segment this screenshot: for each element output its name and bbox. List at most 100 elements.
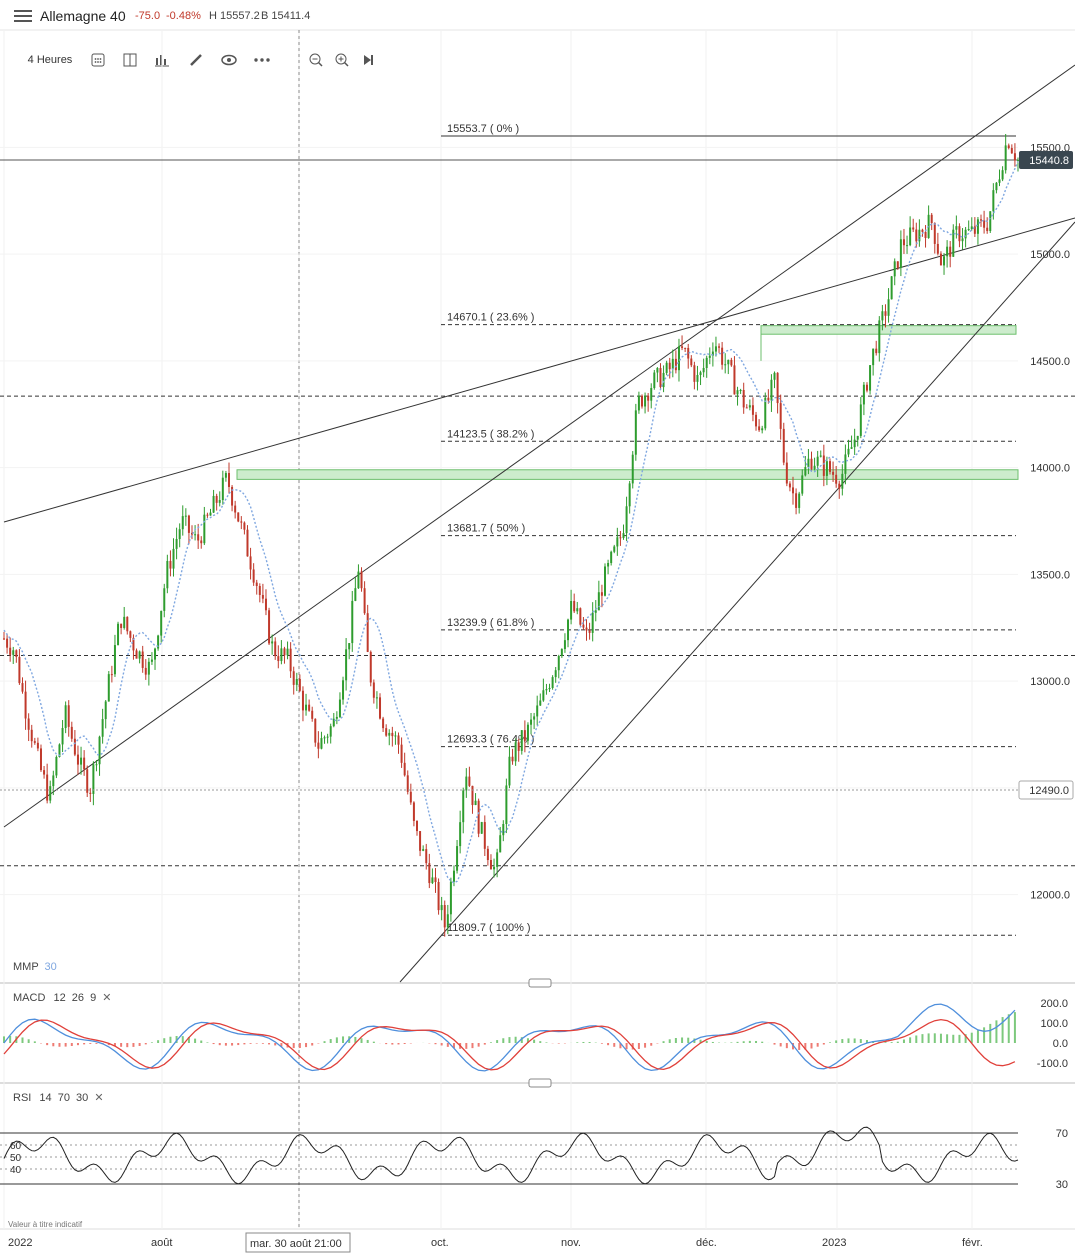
candle[interactable]	[773, 371, 776, 389]
candle[interactable]	[998, 169, 1001, 187]
zoom-out-icon[interactable]	[305, 46, 327, 74]
candle[interactable]	[890, 275, 893, 300]
candle[interactable]	[456, 839, 459, 874]
candle[interactable]	[231, 485, 234, 512]
candle[interactable]	[363, 581, 366, 615]
candle[interactable]	[147, 657, 150, 686]
candle[interactable]	[107, 671, 110, 702]
candle[interactable]	[49, 780, 52, 804]
candle[interactable]	[656, 367, 659, 383]
candle[interactable]	[807, 448, 810, 475]
candle[interactable]	[258, 583, 261, 603]
candle[interactable]	[83, 750, 86, 776]
candle[interactable]	[668, 357, 671, 379]
candle[interactable]	[123, 606, 126, 630]
candle[interactable]	[958, 223, 961, 248]
candle[interactable]	[813, 457, 816, 471]
trend-line[interactable]	[3, 64, 1075, 828]
candle[interactable]	[542, 678, 545, 702]
candle[interactable]	[449, 877, 452, 922]
candle[interactable]	[372, 679, 375, 704]
candle[interactable]	[980, 214, 983, 227]
candle[interactable]	[557, 654, 560, 679]
candle[interactable]	[865, 382, 868, 393]
candle[interactable]	[764, 392, 767, 431]
candle[interactable]	[650, 383, 653, 409]
candle[interactable]	[36, 737, 39, 752]
candle[interactable]	[779, 394, 782, 440]
candle[interactable]	[474, 793, 477, 806]
candle[interactable]	[684, 347, 687, 352]
candle[interactable]	[875, 340, 878, 356]
candle[interactable]	[120, 623, 123, 635]
candle[interactable]	[899, 230, 902, 277]
candle[interactable]	[113, 634, 116, 677]
scroll-to-end-icon[interactable]	[357, 46, 379, 74]
candle[interactable]	[576, 601, 579, 615]
candle[interactable]	[277, 645, 280, 669]
candle[interactable]	[995, 182, 998, 194]
visibility-eye-icon[interactable]	[218, 46, 240, 74]
candle[interactable]	[489, 854, 492, 870]
candle[interactable]	[61, 720, 64, 753]
candle[interactable]	[884, 304, 887, 328]
candle[interactable]	[502, 820, 505, 842]
candle[interactable]	[354, 577, 357, 602]
candle[interactable]	[493, 858, 496, 878]
candle[interactable]	[862, 382, 865, 416]
candle[interactable]	[335, 711, 338, 725]
candle[interactable]	[573, 593, 576, 614]
candle[interactable]	[665, 360, 668, 376]
candle[interactable]	[209, 508, 212, 516]
candle[interactable]	[391, 726, 394, 747]
candle[interactable]	[465, 768, 468, 798]
candle[interactable]	[425, 843, 428, 870]
candle[interactable]	[570, 589, 573, 625]
candle[interactable]	[955, 215, 958, 239]
candle[interactable]	[388, 729, 391, 746]
candle[interactable]	[517, 738, 520, 762]
candle[interactable]	[163, 583, 166, 618]
candle[interactable]	[597, 580, 600, 611]
candle[interactable]	[221, 470, 224, 505]
candle[interactable]	[591, 602, 594, 642]
candle[interactable]	[30, 724, 33, 748]
candle[interactable]	[514, 738, 517, 766]
candle[interactable]	[853, 428, 856, 455]
candle[interactable]	[909, 216, 912, 247]
candle[interactable]	[530, 712, 533, 735]
candle[interactable]	[961, 228, 964, 250]
candle[interactable]	[604, 563, 607, 597]
candle[interactable]	[976, 217, 979, 245]
candle[interactable]	[708, 347, 711, 365]
candle[interactable]	[227, 462, 230, 494]
candle[interactable]	[70, 721, 73, 742]
candle[interactable]	[705, 355, 708, 378]
candle[interactable]	[301, 686, 304, 722]
candle[interactable]	[110, 665, 113, 683]
candle[interactable]	[21, 677, 24, 694]
candle[interactable]	[144, 659, 147, 680]
candle[interactable]	[745, 404, 748, 409]
candle[interactable]	[135, 648, 138, 659]
candle[interactable]	[588, 622, 591, 640]
candle[interactable]	[92, 761, 95, 806]
calculator-icon[interactable]	[87, 46, 109, 74]
candle[interactable]	[560, 648, 563, 658]
candle[interactable]	[536, 695, 539, 726]
candle[interactable]	[382, 716, 385, 732]
candle[interactable]	[872, 348, 875, 376]
candle[interactable]	[286, 641, 289, 660]
candle[interactable]	[795, 488, 798, 515]
candle[interactable]	[64, 701, 67, 734]
candle[interactable]	[101, 708, 104, 744]
candle[interactable]	[443, 900, 446, 937]
candle[interactable]	[610, 550, 613, 566]
candle[interactable]	[397, 732, 400, 754]
candle[interactable]	[983, 210, 986, 234]
candle[interactable]	[563, 633, 566, 653]
candle[interactable]	[782, 422, 785, 466]
candle[interactable]	[342, 676, 345, 705]
candle[interactable]	[801, 469, 804, 496]
candle[interactable]	[989, 211, 992, 234]
